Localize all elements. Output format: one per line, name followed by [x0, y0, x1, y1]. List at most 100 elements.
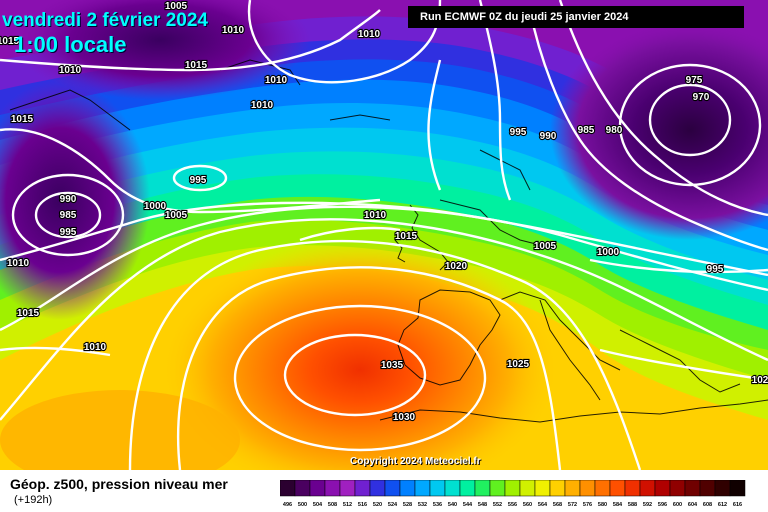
legend-swatch [564, 480, 581, 497]
legend-label: 544 [463, 502, 473, 508]
legend-label: 548 [478, 502, 487, 508]
legend-swatch [280, 480, 296, 497]
legend-label: 504 [313, 502, 323, 508]
legend-label: 500 [298, 502, 307, 508]
forecast-date: vendredi 2 février 2024 [2, 10, 208, 31]
isobar-label: 1000 [597, 247, 620, 258]
legend-label: 496 [283, 502, 292, 508]
legend-swatch [459, 480, 476, 497]
isobar-label: 995 [707, 264, 724, 275]
isobar-label: 995 [60, 227, 77, 238]
isobar-label: 1025 [507, 359, 530, 370]
legend-swatch [519, 480, 536, 497]
legend-label: 552 [493, 502, 502, 508]
legend-label: 596 [658, 502, 667, 508]
isobar-label: 1000 [144, 201, 167, 212]
legend-label: 516 [358, 502, 367, 508]
isobar-label: 1015 [395, 231, 418, 242]
isobar-label: 990 [540, 131, 557, 142]
legend-swatch [429, 480, 446, 497]
legend-swatch [534, 480, 551, 497]
legend-label: 592 [643, 502, 652, 508]
isobar-label: 1010 [251, 100, 274, 111]
legend-swatch [729, 480, 746, 497]
isobar-label: 975 [686, 75, 703, 86]
isobar-label: 1015 [0, 36, 20, 47]
legend-label: 600 [673, 502, 682, 508]
legend-label: 512 [343, 502, 352, 508]
legend-label: 588 [628, 502, 637, 508]
legend-label: 576 [583, 502, 592, 508]
map-parameter-title: Géop. z500, pression niveau mer [10, 476, 228, 492]
isobar-label: 1005 [165, 1, 188, 12]
legend-swatch [669, 480, 686, 497]
isobar-label: 1015 [185, 60, 208, 71]
isobar-label: 1005 [534, 241, 557, 252]
legend-label: 612 [718, 502, 727, 508]
legend-swatch [324, 480, 341, 497]
legend-label: 608 [703, 502, 712, 508]
legend-swatch [369, 480, 386, 497]
legend-label: 580 [598, 502, 607, 508]
isobar-label: 985 [578, 125, 595, 136]
legend-label: 532 [418, 502, 427, 508]
legend-label: 524 [388, 502, 398, 508]
isobar-label: 1010 [59, 65, 82, 76]
legend-swatch [684, 480, 701, 497]
legend-swatch [654, 480, 671, 497]
isobar-label: 1030 [393, 412, 416, 423]
isobar-label: 1015 [17, 308, 40, 319]
legend-swatch [384, 480, 401, 497]
isobar-label: 995 [190, 175, 207, 186]
isobar-label: 1005 [165, 210, 188, 221]
legend-label: 604 [688, 502, 698, 508]
isobar-label: 1010 [364, 210, 387, 221]
isobar-label: 970 [693, 92, 710, 103]
legend-swatch [444, 480, 461, 497]
isobar-label: 980 [606, 125, 623, 136]
legend-swatch [609, 480, 626, 497]
isobar-label: 995 [510, 127, 527, 138]
legend-label: 616 [733, 502, 742, 508]
legend-swatch [594, 480, 611, 497]
run-info: Run ECMWF 0Z du jeudi 25 janvier 2024 [408, 6, 744, 28]
isobar-label: 1010 [84, 342, 107, 353]
legend-swatch [354, 480, 371, 497]
legend-label: 540 [448, 502, 457, 508]
isobar-label: 102 [752, 375, 768, 386]
color-legend: 496 500 504 508 512 516 520 524 528 532 536 540 544 5… [280, 480, 746, 508]
legend-label: 568 [553, 502, 562, 508]
forecast-time: 1:00 locale [14, 32, 127, 57]
legend-swatch [549, 480, 566, 497]
isobar-label: 1020 [445, 261, 468, 272]
isobar-label: 1035 [381, 360, 404, 371]
legend-label: 572 [568, 502, 577, 508]
legend-swatch [399, 480, 416, 497]
legend-swatch [309, 480, 326, 497]
legend-swatch [504, 480, 521, 497]
isobar-label: 1010 [265, 75, 288, 86]
isobar-label: 1010 [7, 258, 30, 269]
legend-label: 584 [613, 502, 623, 508]
forecast-hours: (+192h) [14, 494, 53, 506]
legend-swatch [699, 480, 716, 497]
isobar-label: 1010 [358, 29, 381, 40]
legend-label: 508 [328, 502, 337, 508]
isobar-label: 1015 [11, 114, 34, 125]
isobar-label: 985 [60, 210, 77, 221]
forecast-map: 1005 1010 1010 1015 1010 1015 1010 1010 1015 995 9… [0, 0, 768, 470]
legend-swatch [414, 480, 431, 497]
legend-label: 556 [508, 502, 517, 508]
legend-label: 528 [403, 502, 412, 508]
legend-swatch [294, 480, 311, 497]
legend-swatch [714, 480, 731, 497]
legend-label: 564 [538, 502, 548, 508]
legend-swatch [474, 480, 491, 497]
legend-swatch [489, 480, 506, 497]
legend-label: 560 [523, 502, 532, 508]
legend-swatch [639, 480, 656, 497]
legend-swatch [624, 480, 641, 497]
legend-label: 520 [373, 502, 382, 508]
copyright: Copyright 2024 Meteociel.fr [350, 456, 481, 467]
